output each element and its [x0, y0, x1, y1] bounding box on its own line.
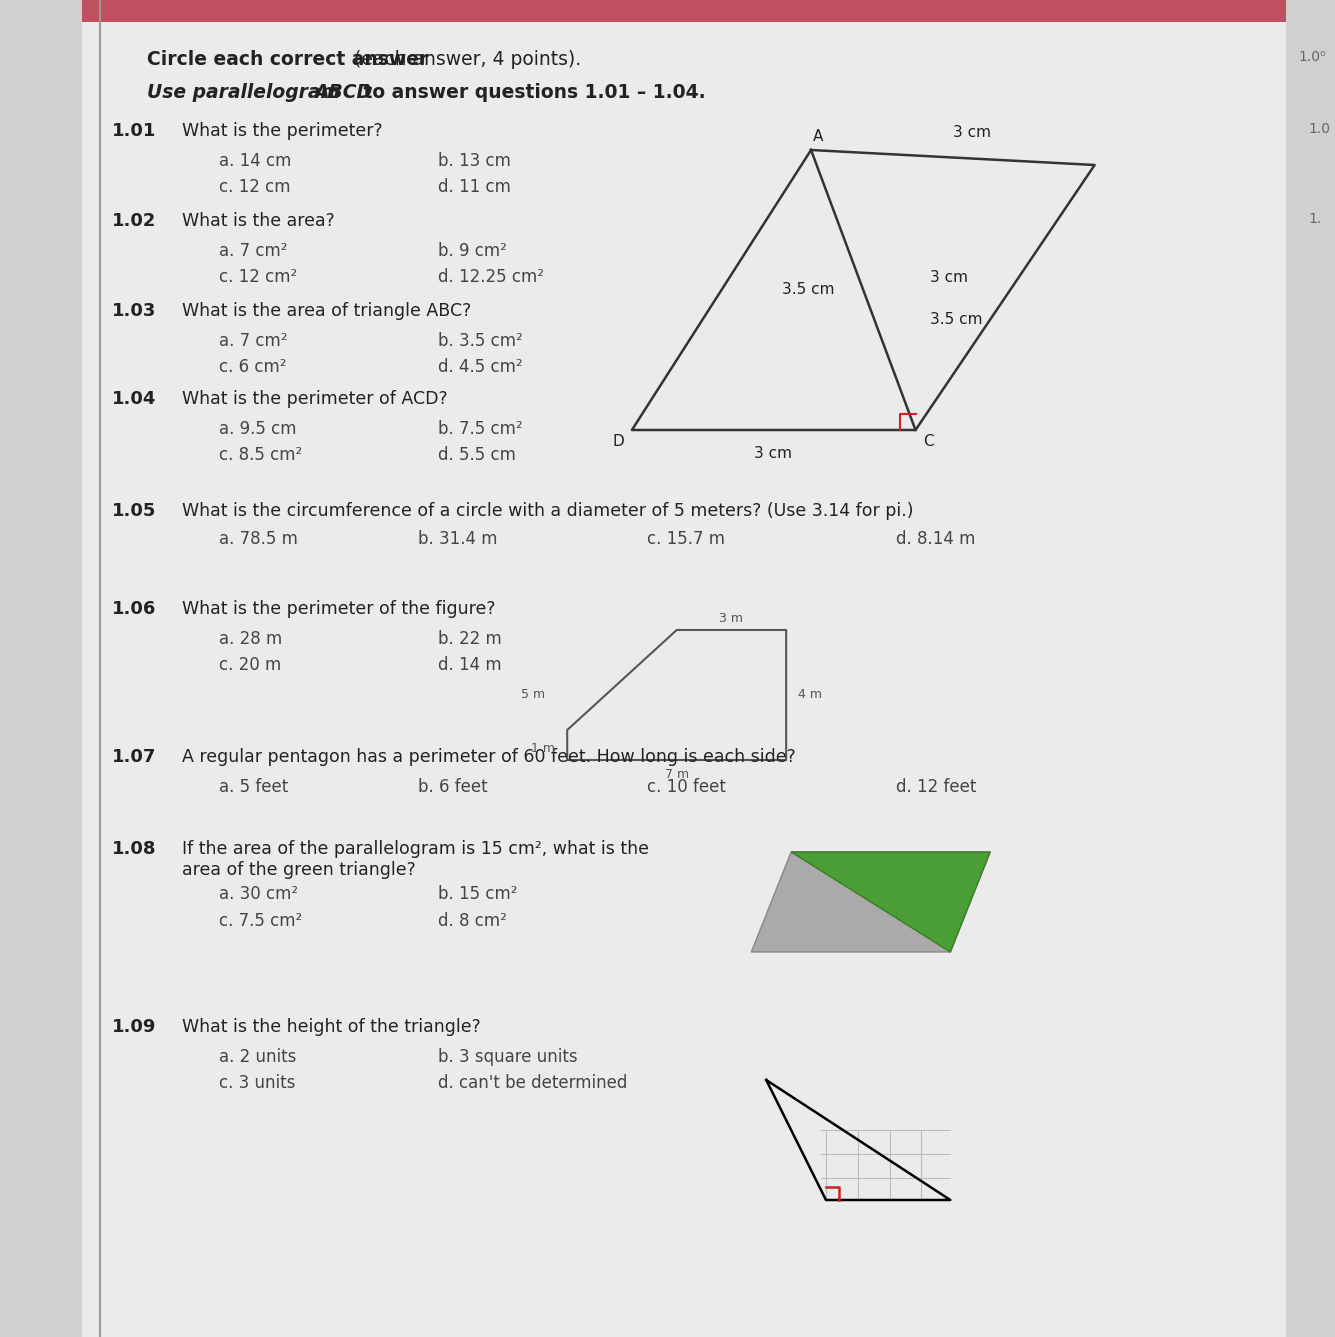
- FancyBboxPatch shape: [81, 0, 1286, 1337]
- Text: b. 9 cm²: b. 9 cm²: [438, 242, 507, 259]
- Text: to answer questions 1.01 – 1.04.: to answer questions 1.01 – 1.04.: [358, 83, 706, 102]
- Text: d. 11 cm: d. 11 cm: [438, 178, 511, 197]
- Text: b. 31.4 m: b. 31.4 m: [418, 529, 498, 548]
- Text: a. 30 cm²: a. 30 cm²: [219, 885, 298, 902]
- Text: 1 m: 1 m: [531, 742, 555, 754]
- Text: 1.09: 1.09: [111, 1017, 156, 1036]
- Polygon shape: [792, 852, 991, 952]
- Text: d. can't be determined: d. can't be determined: [438, 1074, 627, 1092]
- Text: What is the perimeter of ACD?: What is the perimeter of ACD?: [182, 390, 447, 408]
- Text: d. 8.14 m: d. 8.14 m: [896, 529, 975, 548]
- Text: a. 7 cm²: a. 7 cm²: [219, 242, 287, 259]
- Text: 3.5 cm: 3.5 cm: [782, 282, 834, 298]
- Text: a. 78.5 m: a. 78.5 m: [219, 529, 298, 548]
- Text: A: A: [813, 128, 824, 144]
- Text: 3 cm: 3 cm: [930, 270, 968, 285]
- Text: 1.06: 1.06: [111, 600, 156, 618]
- Text: What is the perimeter?: What is the perimeter?: [182, 122, 383, 140]
- Text: a. 9.5 cm: a. 9.5 cm: [219, 420, 296, 439]
- Text: c. 3 units: c. 3 units: [219, 1074, 295, 1092]
- Text: d. 12.25 cm²: d. 12.25 cm²: [438, 267, 543, 286]
- FancyBboxPatch shape: [81, 0, 1286, 21]
- Text: 5 m: 5 m: [521, 689, 545, 702]
- Text: 1.0: 1.0: [1308, 122, 1331, 136]
- Text: 1.: 1.: [1308, 213, 1322, 226]
- Text: c. 6 cm²: c. 6 cm²: [219, 358, 287, 376]
- Text: d. 14 m: d. 14 m: [438, 656, 502, 674]
- Text: 7 m: 7 m: [665, 769, 689, 782]
- Text: c. 10 feet: c. 10 feet: [647, 778, 726, 796]
- Text: C: C: [924, 435, 934, 449]
- Text: b. 6 feet: b. 6 feet: [418, 778, 487, 796]
- Text: 3.5 cm: 3.5 cm: [930, 313, 983, 328]
- Text: 1.01: 1.01: [111, 122, 156, 140]
- Text: (each answer, 4 points).: (each answer, 4 points).: [348, 49, 582, 70]
- Text: d. 8 cm²: d. 8 cm²: [438, 912, 507, 931]
- Text: b. 7.5 cm²: b. 7.5 cm²: [438, 420, 522, 439]
- Text: d. 12 feet: d. 12 feet: [896, 778, 976, 796]
- Text: b. 15 cm²: b. 15 cm²: [438, 885, 518, 902]
- Text: 1.0⁰: 1.0⁰: [1299, 49, 1326, 64]
- Text: a. 5 feet: a. 5 feet: [219, 778, 288, 796]
- Text: 1.05: 1.05: [111, 501, 156, 520]
- Text: c. 7.5 cm²: c. 7.5 cm²: [219, 912, 302, 931]
- Text: 1.04: 1.04: [111, 390, 156, 408]
- Text: What is the circumference of a circle with a diameter of 5 meters? (Use 3.14 for: What is the circumference of a circle wi…: [182, 501, 913, 520]
- Text: c. 12 cm: c. 12 cm: [219, 178, 291, 197]
- Text: ABCD: ABCD: [315, 83, 372, 102]
- Text: If the area of the parallelogram is 15 cm², what is the
area of the green triang: If the area of the parallelogram is 15 c…: [182, 840, 649, 878]
- Text: a. 28 m: a. 28 m: [219, 630, 282, 648]
- Text: b. 3.5 cm²: b. 3.5 cm²: [438, 332, 522, 350]
- Text: c. 12 cm²: c. 12 cm²: [219, 267, 298, 286]
- Text: 1.03: 1.03: [111, 302, 156, 320]
- Text: c. 8.5 cm²: c. 8.5 cm²: [219, 447, 302, 464]
- Text: D: D: [613, 435, 623, 449]
- Text: What is the perimeter of the figure?: What is the perimeter of the figure?: [182, 600, 495, 618]
- Text: 4 m: 4 m: [798, 689, 822, 702]
- Text: What is the area?: What is the area?: [182, 213, 335, 230]
- Text: b. 13 cm: b. 13 cm: [438, 152, 511, 170]
- Text: c. 15.7 m: c. 15.7 m: [647, 529, 725, 548]
- Text: a. 7 cm²: a. 7 cm²: [219, 332, 287, 350]
- Text: a. 14 cm: a. 14 cm: [219, 152, 291, 170]
- Text: 3 cm: 3 cm: [953, 124, 992, 140]
- Text: 3 cm: 3 cm: [754, 447, 792, 461]
- Text: c. 20 m: c. 20 m: [219, 656, 282, 674]
- Text: d. 4.5 cm²: d. 4.5 cm²: [438, 358, 522, 376]
- Text: 1.07: 1.07: [111, 747, 156, 766]
- Polygon shape: [752, 852, 991, 952]
- Text: b. 22 m: b. 22 m: [438, 630, 502, 648]
- Text: Use parallelogram: Use parallelogram: [147, 83, 347, 102]
- Text: What is the area of triangle ABC?: What is the area of triangle ABC?: [182, 302, 471, 320]
- Text: What is the height of the triangle?: What is the height of the triangle?: [182, 1017, 481, 1036]
- Text: d. 5.5 cm: d. 5.5 cm: [438, 447, 515, 464]
- Text: b. 3 square units: b. 3 square units: [438, 1048, 578, 1066]
- Text: Circle each correct answer: Circle each correct answer: [147, 49, 429, 70]
- Text: A regular pentagon has a perimeter of 60 feet. How long is each side?: A regular pentagon has a perimeter of 60…: [182, 747, 796, 766]
- Text: 3 m: 3 m: [720, 611, 744, 624]
- Text: 1.08: 1.08: [111, 840, 156, 858]
- Text: 1.02: 1.02: [111, 213, 156, 230]
- Text: a. 2 units: a. 2 units: [219, 1048, 296, 1066]
